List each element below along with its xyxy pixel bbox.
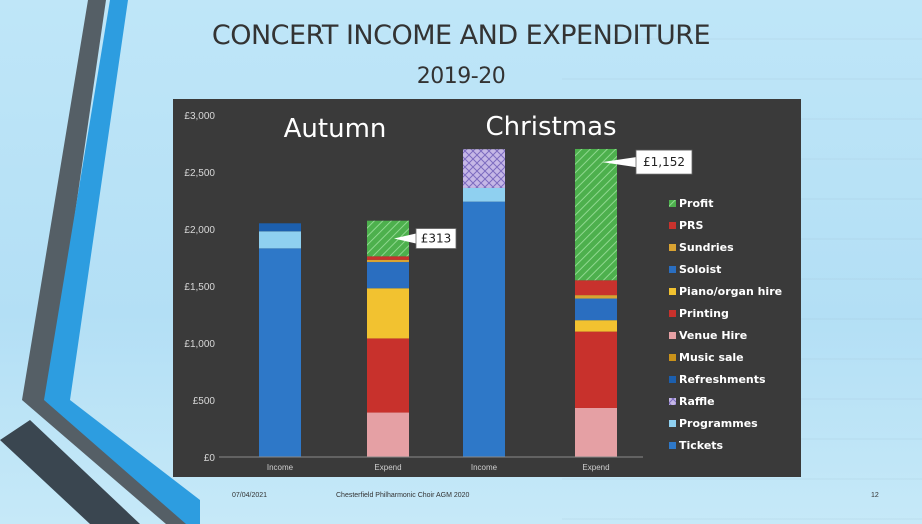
bar-piano-organ-hire-1 xyxy=(367,288,409,339)
bar-refreshments-0 xyxy=(259,223,301,232)
footer-date: 07/04/2021 xyxy=(232,492,268,499)
legend-swatch-venue-hire xyxy=(669,332,676,339)
legend-label-profit: Profit xyxy=(679,197,713,210)
x-tick-label: Income xyxy=(471,463,498,472)
group-label-christmas: Christmas xyxy=(485,112,616,142)
legend-swatch-prs xyxy=(669,222,676,229)
bar-piano-organ-hire-3 xyxy=(575,320,617,332)
y-tick-label: £0 xyxy=(204,453,216,464)
bar-venue-hire-3 xyxy=(575,407,617,457)
y-tick-label: £2,000 xyxy=(184,225,215,236)
legend-swatch-soloist xyxy=(669,266,676,273)
legend-label-music-sale: Music sale xyxy=(679,351,744,364)
callout-label: £1,152 xyxy=(643,155,685,169)
legend-label-sundries: Sundries xyxy=(679,241,734,254)
bar-printing-1 xyxy=(367,338,409,413)
x-tick-label: Expend xyxy=(582,463,609,472)
slide-subtitle: 2019-20 xyxy=(416,64,506,89)
legend-swatch-sundries xyxy=(669,244,676,251)
callout-box xyxy=(415,228,457,249)
bar-programmes-0 xyxy=(259,231,301,249)
legend-swatch-tickets xyxy=(669,442,676,449)
bar-prs-3 xyxy=(575,280,617,296)
y-tick-label: £500 xyxy=(193,396,216,407)
legend-label-piano-organ-hire: Piano/organ hire xyxy=(679,285,782,298)
callout-pointer xyxy=(602,157,636,168)
legend-label-programmes: Programmes xyxy=(679,417,758,430)
bar-tickets-2 xyxy=(463,201,505,457)
y-tick-label: £1,000 xyxy=(184,339,215,350)
legend-swatch-raffle xyxy=(669,398,676,405)
bar-sundries-1 xyxy=(367,259,409,263)
x-tick-label: Income xyxy=(267,463,294,472)
group-label-autumn: Autumn xyxy=(284,114,387,144)
legend-label-tickets: Tickets xyxy=(679,439,724,452)
chart-canvas: £0 £500 £1,000 £1,500 £2,000 £2,500 £3,000 Inc… xyxy=(184,111,782,472)
legend-swatch-piano-organ-hire xyxy=(669,288,676,295)
footer-page-number: 12 xyxy=(871,492,879,499)
footer-organisation: Chesterfield Philharmonic Choir AGM 2020 xyxy=(336,492,470,499)
legend-label-refreshments: Refreshments xyxy=(679,373,766,386)
legend-label-raffle: Raffle xyxy=(679,395,715,408)
bar-soloist-3 xyxy=(575,298,617,321)
bar-printing-3 xyxy=(575,331,617,408)
bar-venue-hire-1 xyxy=(367,412,409,457)
bar-sundries-3 xyxy=(575,295,617,299)
callout-label: £313 xyxy=(421,232,452,246)
callout-pointer xyxy=(394,233,416,244)
bar-profit-3 xyxy=(575,148,617,281)
legend-swatch-refreshments xyxy=(669,376,676,383)
bar-soloist-1 xyxy=(367,262,409,289)
slide-title: CONCERT INCOME AND EXPENDITURE xyxy=(211,20,711,51)
y-tick-label: £1,500 xyxy=(184,282,215,293)
bar-tickets-0 xyxy=(259,248,301,457)
bar-raffle-2 xyxy=(463,149,505,188)
legend-swatch-profit xyxy=(669,200,676,207)
legend-swatch-music-sale xyxy=(669,354,676,361)
x-tick-label: Expend xyxy=(374,463,401,472)
callout-0: £313 xyxy=(394,228,457,249)
legend-label-prs: PRS xyxy=(679,219,704,232)
callout-1: £1,152 xyxy=(602,149,693,175)
legend-label-venue-hire: Venue Hire xyxy=(679,329,747,342)
bar-prs-1 xyxy=(367,256,409,260)
stacked-bar-chart: £0 £500 £1,000 £1,500 £2,000 £2,500 £3,000 Inc… xyxy=(173,99,801,477)
legend-label-printing: Printing xyxy=(679,307,729,320)
bar-programmes-2 xyxy=(463,187,505,202)
legend-swatch-programmes xyxy=(669,420,676,427)
legend-swatch-printing xyxy=(669,310,676,317)
legend-label-soloist: Soloist xyxy=(679,263,721,276)
callout-box xyxy=(635,149,693,175)
decorative-stripes xyxy=(0,0,200,524)
y-tick-label: £3,000 xyxy=(184,111,215,122)
y-tick-label: £2,500 xyxy=(184,168,215,179)
